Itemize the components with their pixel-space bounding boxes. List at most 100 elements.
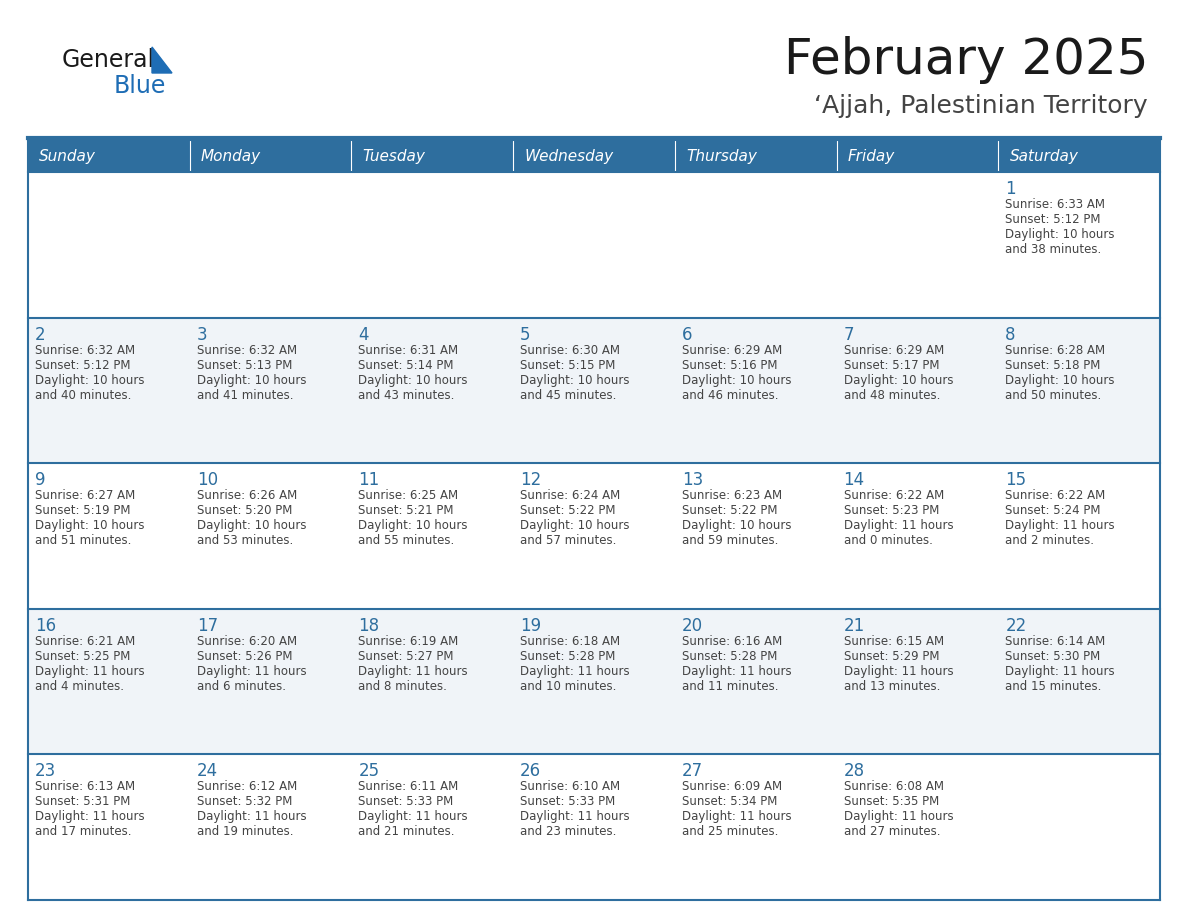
Text: Sunday: Sunday: [39, 149, 96, 163]
Text: Saturday: Saturday: [1010, 149, 1079, 163]
Text: Daylight: 11 hours: Daylight: 11 hours: [843, 811, 953, 823]
Text: Sunset: 5:35 PM: Sunset: 5:35 PM: [843, 795, 939, 809]
Text: and 48 minutes.: and 48 minutes.: [843, 388, 940, 401]
Text: Sunset: 5:23 PM: Sunset: 5:23 PM: [843, 504, 939, 517]
Text: Sunrise: 6:21 AM: Sunrise: 6:21 AM: [34, 635, 135, 648]
Text: 18: 18: [359, 617, 379, 635]
Bar: [29, 609, 1159, 755]
Text: Sunrise: 6:25 AM: Sunrise: 6:25 AM: [359, 489, 459, 502]
Text: Daylight: 11 hours: Daylight: 11 hours: [520, 665, 630, 677]
Text: and 38 minutes.: and 38 minutes.: [1005, 243, 1101, 256]
Text: and 25 minutes.: and 25 minutes.: [682, 825, 778, 838]
Text: Daylight: 10 hours: Daylight: 10 hours: [682, 374, 791, 386]
Text: and 45 minutes.: and 45 minutes.: [520, 388, 617, 401]
Text: and 11 minutes.: and 11 minutes.: [682, 680, 778, 693]
Text: Sunset: 5:14 PM: Sunset: 5:14 PM: [359, 359, 454, 372]
Bar: [998, 140, 1159, 172]
Bar: [675, 140, 836, 172]
Bar: [513, 140, 675, 172]
Text: Sunset: 5:34 PM: Sunset: 5:34 PM: [682, 795, 777, 809]
Text: Sunrise: 6:11 AM: Sunrise: 6:11 AM: [359, 780, 459, 793]
Text: Sunset: 5:22 PM: Sunset: 5:22 PM: [520, 504, 615, 517]
Text: ‘Ajjah, Palestinian Territory: ‘Ajjah, Palestinian Territory: [815, 94, 1148, 118]
Bar: [29, 464, 1159, 609]
Bar: [836, 140, 998, 172]
Text: Daylight: 11 hours: Daylight: 11 hours: [682, 811, 791, 823]
Text: Sunrise: 6:12 AM: Sunrise: 6:12 AM: [197, 780, 297, 793]
Text: Sunset: 5:19 PM: Sunset: 5:19 PM: [34, 504, 131, 517]
Text: 4: 4: [359, 326, 369, 343]
Text: 21: 21: [843, 617, 865, 635]
Text: Daylight: 10 hours: Daylight: 10 hours: [34, 520, 145, 532]
Text: Daylight: 11 hours: Daylight: 11 hours: [359, 811, 468, 823]
Text: and 57 minutes.: and 57 minutes.: [520, 534, 617, 547]
Text: 7: 7: [843, 326, 854, 343]
Text: Sunset: 5:26 PM: Sunset: 5:26 PM: [197, 650, 292, 663]
Text: and 2 minutes.: and 2 minutes.: [1005, 534, 1094, 547]
Text: and 43 minutes.: and 43 minutes.: [359, 388, 455, 401]
Text: Daylight: 10 hours: Daylight: 10 hours: [359, 520, 468, 532]
Text: 5: 5: [520, 326, 531, 343]
Text: 17: 17: [197, 617, 217, 635]
Text: 16: 16: [34, 617, 56, 635]
Text: and 41 minutes.: and 41 minutes.: [197, 388, 293, 401]
Text: Sunset: 5:24 PM: Sunset: 5:24 PM: [1005, 504, 1101, 517]
Text: Daylight: 11 hours: Daylight: 11 hours: [682, 665, 791, 677]
Text: Sunset: 5:25 PM: Sunset: 5:25 PM: [34, 650, 131, 663]
Bar: [29, 755, 1159, 900]
Text: and 4 minutes.: and 4 minutes.: [34, 680, 124, 693]
Bar: [29, 140, 190, 172]
Text: Sunset: 5:28 PM: Sunset: 5:28 PM: [682, 650, 777, 663]
Text: and 0 minutes.: and 0 minutes.: [843, 534, 933, 547]
Text: Daylight: 10 hours: Daylight: 10 hours: [34, 374, 145, 386]
Text: Sunrise: 6:09 AM: Sunrise: 6:09 AM: [682, 780, 782, 793]
Text: Sunset: 5:28 PM: Sunset: 5:28 PM: [520, 650, 615, 663]
Text: Sunrise: 6:31 AM: Sunrise: 6:31 AM: [359, 343, 459, 356]
Text: 24: 24: [197, 763, 217, 780]
Text: and 55 minutes.: and 55 minutes.: [359, 534, 455, 547]
Text: Sunset: 5:18 PM: Sunset: 5:18 PM: [1005, 359, 1100, 372]
Text: 27: 27: [682, 763, 703, 780]
Text: Sunset: 5:33 PM: Sunset: 5:33 PM: [520, 795, 615, 809]
Text: and 15 minutes.: and 15 minutes.: [1005, 680, 1101, 693]
Text: Sunset: 5:29 PM: Sunset: 5:29 PM: [843, 650, 939, 663]
Text: Sunrise: 6:22 AM: Sunrise: 6:22 AM: [843, 489, 943, 502]
Text: Sunset: 5:22 PM: Sunset: 5:22 PM: [682, 504, 777, 517]
Text: Sunrise: 6:23 AM: Sunrise: 6:23 AM: [682, 489, 782, 502]
Text: and 23 minutes.: and 23 minutes.: [520, 825, 617, 838]
Text: Daylight: 10 hours: Daylight: 10 hours: [1005, 228, 1114, 241]
Text: Sunrise: 6:28 AM: Sunrise: 6:28 AM: [1005, 343, 1105, 356]
Text: Friday: Friday: [848, 149, 895, 163]
Text: Sunrise: 6:18 AM: Sunrise: 6:18 AM: [520, 635, 620, 648]
Text: Sunrise: 6:19 AM: Sunrise: 6:19 AM: [359, 635, 459, 648]
Text: Sunrise: 6:08 AM: Sunrise: 6:08 AM: [843, 780, 943, 793]
Text: 22: 22: [1005, 617, 1026, 635]
Text: and 17 minutes.: and 17 minutes.: [34, 825, 132, 838]
Text: Daylight: 10 hours: Daylight: 10 hours: [1005, 374, 1114, 386]
Text: Sunset: 5:21 PM: Sunset: 5:21 PM: [359, 504, 454, 517]
Text: and 10 minutes.: and 10 minutes.: [520, 680, 617, 693]
Text: Sunset: 5:33 PM: Sunset: 5:33 PM: [359, 795, 454, 809]
Text: Sunrise: 6:16 AM: Sunrise: 6:16 AM: [682, 635, 782, 648]
Text: Daylight: 10 hours: Daylight: 10 hours: [682, 520, 791, 532]
Text: Thursday: Thursday: [687, 149, 757, 163]
Text: Daylight: 11 hours: Daylight: 11 hours: [1005, 520, 1114, 532]
Text: and 51 minutes.: and 51 minutes.: [34, 534, 132, 547]
Text: 10: 10: [197, 471, 217, 489]
Text: Daylight: 10 hours: Daylight: 10 hours: [843, 374, 953, 386]
Text: Daylight: 11 hours: Daylight: 11 hours: [359, 665, 468, 677]
Text: and 46 minutes.: and 46 minutes.: [682, 388, 778, 401]
Text: Sunrise: 6:26 AM: Sunrise: 6:26 AM: [197, 489, 297, 502]
Text: 11: 11: [359, 471, 380, 489]
Text: 28: 28: [843, 763, 865, 780]
Text: Sunrise: 6:24 AM: Sunrise: 6:24 AM: [520, 489, 620, 502]
Text: Sunset: 5:17 PM: Sunset: 5:17 PM: [843, 359, 939, 372]
Text: and 40 minutes.: and 40 minutes.: [34, 388, 132, 401]
Text: Daylight: 11 hours: Daylight: 11 hours: [34, 811, 145, 823]
Text: Sunrise: 6:10 AM: Sunrise: 6:10 AM: [520, 780, 620, 793]
Text: Wednesday: Wednesday: [524, 149, 613, 163]
Text: Sunrise: 6:20 AM: Sunrise: 6:20 AM: [197, 635, 297, 648]
Text: Daylight: 11 hours: Daylight: 11 hours: [197, 811, 307, 823]
Text: Sunset: 5:20 PM: Sunset: 5:20 PM: [197, 504, 292, 517]
Text: Sunrise: 6:33 AM: Sunrise: 6:33 AM: [1005, 198, 1105, 211]
